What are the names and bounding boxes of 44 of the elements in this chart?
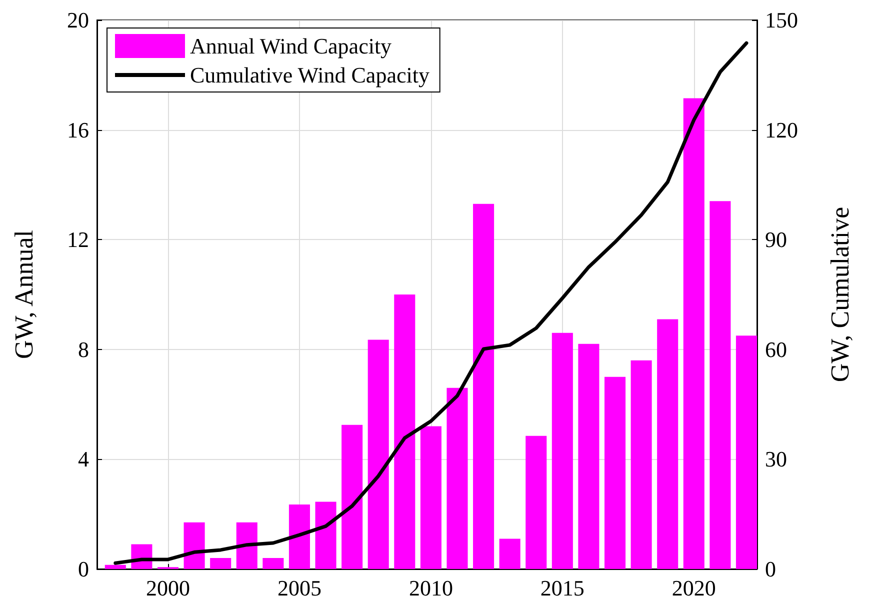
bar	[104, 564, 126, 569]
y-axis-title: GW, Annual	[10, 230, 38, 360]
bar	[473, 204, 494, 569]
x-tick-label: 2000	[146, 576, 190, 600]
y2-tick-label: 30	[765, 446, 787, 472]
bar	[710, 201, 731, 569]
x-tick-label: 2005	[277, 576, 322, 600]
y-tick-label: 0	[78, 556, 89, 582]
bar	[552, 332, 573, 569]
legend-label: Annual Wind Capacity	[190, 34, 392, 58]
y-tick-label: 16	[67, 117, 89, 142]
bar	[236, 522, 258, 569]
bar	[420, 426, 442, 569]
x-tick-label: 2015	[540, 576, 584, 600]
bar	[630, 360, 652, 569]
bar	[342, 424, 363, 569]
bar	[657, 319, 678, 569]
bar	[394, 294, 416, 569]
bar	[736, 336, 757, 569]
bar	[210, 558, 232, 569]
y-tick-label: 12	[67, 227, 89, 252]
bar	[604, 376, 626, 569]
bar	[315, 502, 336, 569]
bar	[368, 340, 389, 569]
bar	[446, 388, 468, 569]
y2-tick-label: 60	[765, 336, 787, 362]
bar	[184, 522, 205, 569]
y2-tick-label: 90	[765, 227, 787, 252]
bar	[683, 98, 704, 569]
x-tick-label: 2020	[672, 576, 716, 600]
x-tick-label: 2010	[408, 576, 453, 600]
bar	[526, 436, 547, 569]
y2-tick-label: 150	[765, 8, 798, 32]
legend-label: Cumulative Wind Capacity	[190, 62, 430, 88]
y2-tick-label: 0	[765, 556, 776, 582]
y2-tick-label: 120	[765, 117, 798, 142]
y2-axis-title: GW, Cumulative	[826, 206, 854, 382]
bar	[499, 538, 520, 569]
y-tick-label: 8	[78, 336, 89, 362]
y-tick-label: 20	[67, 8, 89, 32]
y-tick-label: 4	[78, 446, 89, 472]
bar	[288, 504, 310, 569]
bar	[262, 558, 284, 569]
bar	[578, 344, 600, 569]
